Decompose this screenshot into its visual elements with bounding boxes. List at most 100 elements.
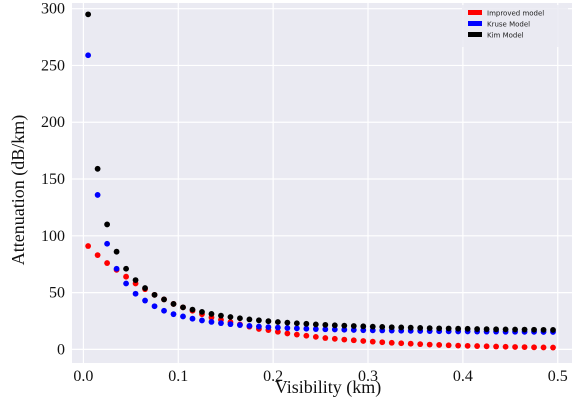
kim-model-series: [85, 11, 556, 333]
improved-model-point: [331, 335, 338, 342]
kim-model-point: [199, 308, 205, 315]
improved-model-point: [426, 341, 433, 348]
kim-model-point: [436, 325, 443, 332]
kim-model-point: [227, 314, 234, 320]
x-tick-label: 0.2: [263, 368, 283, 385]
kruse-model-point: [94, 192, 101, 198]
y-tick-label: 150: [41, 171, 65, 188]
improved-model-point: [398, 340, 405, 347]
kruse-model-legend-swatch: [468, 21, 482, 26]
improved-model-point: [540, 344, 547, 351]
improved-model-point: [493, 343, 499, 350]
kruse-model-point: [180, 313, 186, 320]
kim-model-point: [265, 318, 272, 325]
improved-model-point: [123, 273, 129, 280]
kim-model-point: [303, 320, 310, 327]
kim-model-point: [379, 323, 386, 330]
y-tick-label: 300: [41, 1, 65, 18]
improved-model-point: [94, 252, 101, 259]
improved-model-point: [464, 342, 471, 349]
kruse-model-legend-label: Kruse Model: [487, 21, 530, 29]
kruse-model-point: [218, 320, 224, 327]
kim-model-point: [398, 324, 405, 331]
kruse-model-point: [199, 317, 205, 324]
improved-model-point: [360, 338, 367, 344]
improved-model-point: [474, 343, 481, 349]
kim-model-point: [360, 323, 367, 330]
kim-model-point: [256, 317, 262, 324]
kruse-model-point: [256, 323, 262, 330]
kruse-model-point: [170, 311, 177, 318]
kruse-model-point: [227, 321, 234, 328]
improved-model-point: [341, 336, 348, 343]
improved-model-point: [445, 342, 452, 349]
kruse-model-point: [189, 315, 196, 322]
kim-model-point: [274, 319, 281, 325]
improved-model-point: [521, 344, 528, 351]
kim-model-point: [322, 321, 329, 328]
improved-model-point: [436, 342, 443, 348]
kim-model-point: [369, 323, 376, 330]
improved-model-point: [388, 339, 395, 346]
kruse-model-point: [123, 280, 129, 287]
improved-model-point: [274, 328, 281, 335]
kim-model-point: [388, 324, 395, 331]
improved-model-point: [284, 330, 291, 337]
improved-model-point: [502, 343, 509, 350]
kim-model-point: [284, 319, 291, 326]
kim-model-point: [445, 325, 452, 332]
improved-model-point: [85, 243, 92, 249]
kruse-model-point: [331, 326, 338, 333]
kim-model-point: [132, 277, 139, 283]
improved-model-point: [104, 260, 111, 266]
kruse-model-point: [246, 322, 253, 329]
improved-model-point: [512, 344, 518, 350]
kruse-model-point: [208, 318, 215, 325]
kim-model-point: [113, 248, 120, 255]
x-tick-label: 0.0: [73, 368, 93, 385]
data-points: [85, 11, 556, 351]
improved-model-point: [455, 342, 462, 349]
kim-model-point: [483, 326, 490, 333]
kim-model-point: [341, 322, 348, 329]
x-tick-label: 0.5: [548, 368, 568, 385]
kim-model-point: [151, 291, 158, 298]
x-axis-label: Visibility (km): [275, 377, 381, 398]
kruse-model-point: [312, 326, 319, 332]
kim-model-point: [512, 326, 518, 333]
improved-model-legend-label: Improved model: [487, 10, 544, 18]
x-tick-labels: 0.0 0.1 0.2 0.3 0.4 0.5: [73, 368, 567, 385]
kim-model-point: [331, 322, 338, 329]
kim-model-point: [350, 323, 357, 329]
kim-model-point: [312, 321, 319, 328]
improved-model-point: [350, 337, 357, 344]
kim-model-point: [455, 325, 462, 332]
y-tick-label: 50: [49, 285, 65, 302]
improved-model-point: [483, 343, 490, 350]
improved-model-point: [407, 340, 414, 347]
improved-model-point: [303, 332, 310, 339]
kim-model-point: [531, 326, 537, 333]
kruse-model-point: [350, 327, 357, 333]
kim-model-point: [540, 326, 547, 333]
kim-model-legend-swatch: [468, 32, 482, 37]
kim-model-legend-label: Kim Model: [487, 32, 524, 40]
kim-model-point: [407, 324, 414, 331]
improved-model-point: [369, 338, 376, 345]
kim-model-point: [180, 304, 186, 311]
kim-model-point: [502, 326, 509, 333]
kruse-model-point: [303, 325, 310, 332]
kruse-model-point: [265, 324, 272, 331]
kim-model-point: [426, 325, 433, 332]
plot-background: [72, 3, 572, 363]
kruse-model-point: [284, 325, 291, 331]
improved-model-point: [322, 335, 329, 341]
kim-model-point: [417, 325, 424, 331]
x-tick-label: 0.4: [453, 368, 473, 385]
kim-model-point: [474, 326, 481, 332]
kim-model-point: [208, 311, 215, 317]
x-tick-label: 0.3: [358, 368, 378, 385]
improved-model-point: [293, 331, 300, 338]
kim-model-point: [142, 285, 148, 291]
